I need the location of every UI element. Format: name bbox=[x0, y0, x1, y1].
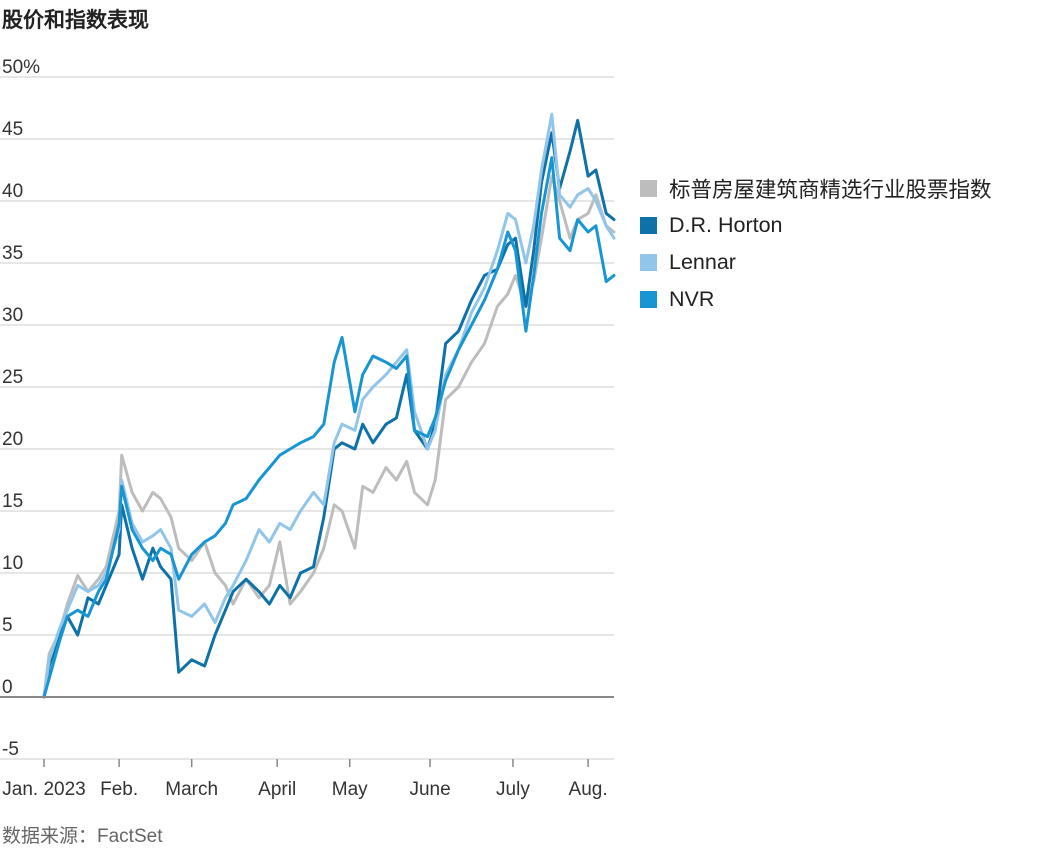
x-tick-label: April bbox=[258, 779, 296, 800]
legend-swatch bbox=[640, 254, 657, 271]
x-tick-label: July bbox=[496, 779, 530, 800]
legend-swatch bbox=[640, 217, 657, 234]
y-tick-label: 35 bbox=[2, 243, 23, 264]
legend-item-index: 标普房屋建筑商精选行业股票指数 bbox=[640, 170, 992, 207]
y-tick-label: 45 bbox=[2, 119, 23, 140]
x-tick-label: Feb. bbox=[100, 779, 138, 800]
y-tick-label: 10 bbox=[2, 553, 23, 574]
y-tick-label: 20 bbox=[2, 429, 23, 450]
x-tick-label: Aug. bbox=[569, 779, 608, 800]
y-tick-label: 30 bbox=[2, 305, 23, 326]
y-tick-label: 0 bbox=[2, 677, 13, 698]
x-tick-label: Jan. 2023 bbox=[2, 779, 85, 800]
legend-swatch bbox=[640, 180, 657, 197]
legend-label: 标普房屋建筑商精选行业股票指数 bbox=[669, 178, 992, 202]
y-tick-label: 5 bbox=[2, 615, 13, 636]
y-tick-label: -5 bbox=[2, 739, 19, 760]
legend-label: Lennar bbox=[669, 250, 736, 274]
legend-item-dr-horton: D.R. Horton bbox=[640, 207, 992, 244]
chart-legend: 标普房屋建筑商精选行业股票指数 D.R. Horton Lennar NVR bbox=[640, 170, 992, 318]
legend-label: D.R. Horton bbox=[669, 213, 783, 237]
x-tick-label: June bbox=[409, 779, 450, 800]
line-chart: 50% 45 40 35 30 25 20 15 10 5 0 -5 Jan. 2023 Feb. Marc… bbox=[0, 57, 616, 800]
y-tick-label: 15 bbox=[2, 491, 23, 512]
legend-label: NVR bbox=[669, 287, 715, 311]
series-layer bbox=[42, 112, 616, 699]
y-tick-label: 25 bbox=[2, 367, 23, 388]
legend-swatch bbox=[640, 291, 657, 308]
axis-layer: 50% 45 40 35 30 25 20 15 10 5 0 -5 Jan. 2023 Feb. Marc… bbox=[0, 57, 614, 800]
grid-layer bbox=[0, 76, 614, 760]
legend-item-lennar: Lennar bbox=[640, 244, 992, 281]
chart-title: 股价和指数表现 bbox=[2, 9, 149, 32]
x-tick-label: March bbox=[165, 779, 218, 800]
y-tick-label: 50% bbox=[2, 57, 40, 78]
x-tick-label: May bbox=[332, 779, 368, 800]
source-note: 数据来源：FactSet bbox=[2, 826, 163, 847]
series-line-3 bbox=[42, 156, 616, 699]
series-line-1 bbox=[42, 118, 616, 699]
y-tick-label: 40 bbox=[2, 181, 23, 202]
legend-item-nvr: NVR bbox=[640, 281, 992, 318]
